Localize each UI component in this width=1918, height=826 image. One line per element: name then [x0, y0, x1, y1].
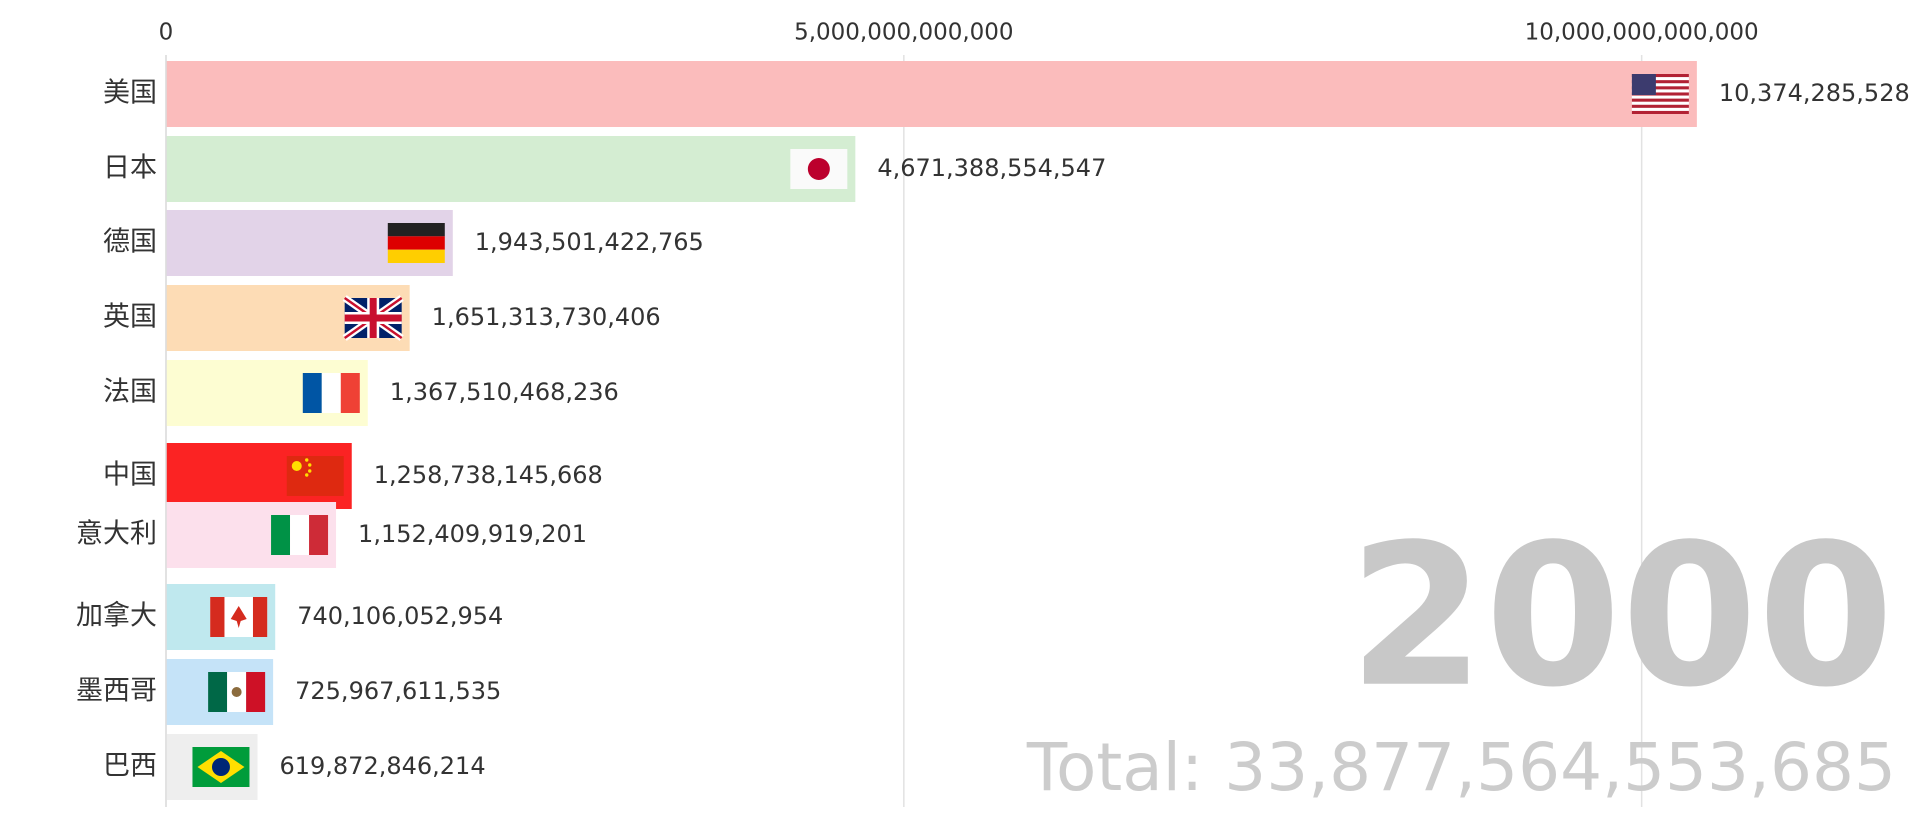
category-label: 巴西 — [103, 751, 157, 782]
category-label: 中国 — [103, 460, 157, 491]
flag-part — [210, 597, 225, 637]
value-label: 725,967,611,535 — [295, 677, 501, 705]
category-label: 德国 — [103, 227, 157, 258]
flag-part — [246, 672, 266, 712]
bar — [166, 136, 856, 202]
flag-part — [387, 236, 445, 250]
flag-part — [271, 515, 291, 555]
flag-part — [208, 672, 228, 712]
flag-part — [291, 461, 302, 471]
value-label: 1,152,409,919,201 — [358, 520, 587, 548]
value-label: 4,671,388,554,547 — [877, 154, 1106, 182]
flag-part — [309, 515, 329, 555]
flag — [286, 456, 344, 496]
flag-part — [211, 758, 230, 776]
x-tick-label: 10,000,000,000,000 — [1525, 20, 1759, 46]
flag — [790, 149, 848, 189]
flag-part — [231, 687, 242, 697]
value-label: 1,258,738,145,668 — [374, 461, 603, 489]
value-label: 619,872,846,214 — [279, 752, 485, 780]
flag-part — [230, 606, 247, 628]
flag-part — [340, 373, 360, 413]
flag — [210, 597, 268, 637]
value-label: 10,374,285,528 — [1719, 79, 1910, 107]
flag-part — [1631, 98, 1689, 102]
x-tick-label: 0 — [159, 20, 174, 46]
flag-part — [1631, 86, 1689, 90]
flag — [342, 295, 404, 341]
category-label: 日本 — [103, 153, 157, 184]
flag-part — [387, 223, 445, 237]
year-label: 2000 — [1348, 503, 1894, 731]
flag-part — [305, 473, 309, 477]
flag-part — [302, 373, 322, 413]
flag-part — [290, 515, 310, 555]
value-label: 1,943,501,422,765 — [475, 228, 704, 256]
flag-part — [344, 314, 402, 322]
flag — [387, 223, 445, 263]
flag-part — [321, 373, 341, 413]
flag-part — [308, 469, 312, 473]
category-label: 加拿大 — [76, 601, 157, 632]
x-tick-label: 5,000,000,000,000 — [794, 20, 1013, 46]
category-label: 意大利 — [76, 519, 157, 550]
total-label: Total: 33,877,564,553,685 — [1026, 729, 1896, 806]
flag — [271, 515, 329, 555]
flag-part — [1631, 80, 1689, 84]
flag-part — [305, 458, 309, 462]
value-label: 1,651,313,730,406 — [432, 303, 661, 331]
flag — [1631, 74, 1689, 114]
bar — [166, 61, 1697, 127]
flag-part — [1631, 110, 1689, 114]
flag — [302, 373, 360, 413]
category-label: 法国 — [103, 377, 157, 408]
flag-part — [1631, 74, 1689, 78]
flag-part — [252, 597, 268, 637]
category-label: 美国 — [103, 78, 157, 109]
plot: 0 5,000,000,000,000 10,000,000,000,000 美国 10… — [76, 20, 1910, 807]
flag-part — [308, 463, 312, 467]
category-label: 墨西哥 — [76, 676, 157, 707]
flag-part — [807, 158, 830, 180]
flag-part — [1631, 92, 1689, 96]
flag-part — [387, 249, 445, 263]
flag-part — [1631, 74, 1656, 95]
value-label: 1,367,510,468,236 — [390, 378, 619, 406]
category-label: 英国 — [103, 302, 157, 333]
value-label: 740,106,052,954 — [297, 602, 503, 630]
flag — [192, 747, 250, 787]
flag-part — [1631, 104, 1689, 108]
flag — [208, 672, 266, 712]
